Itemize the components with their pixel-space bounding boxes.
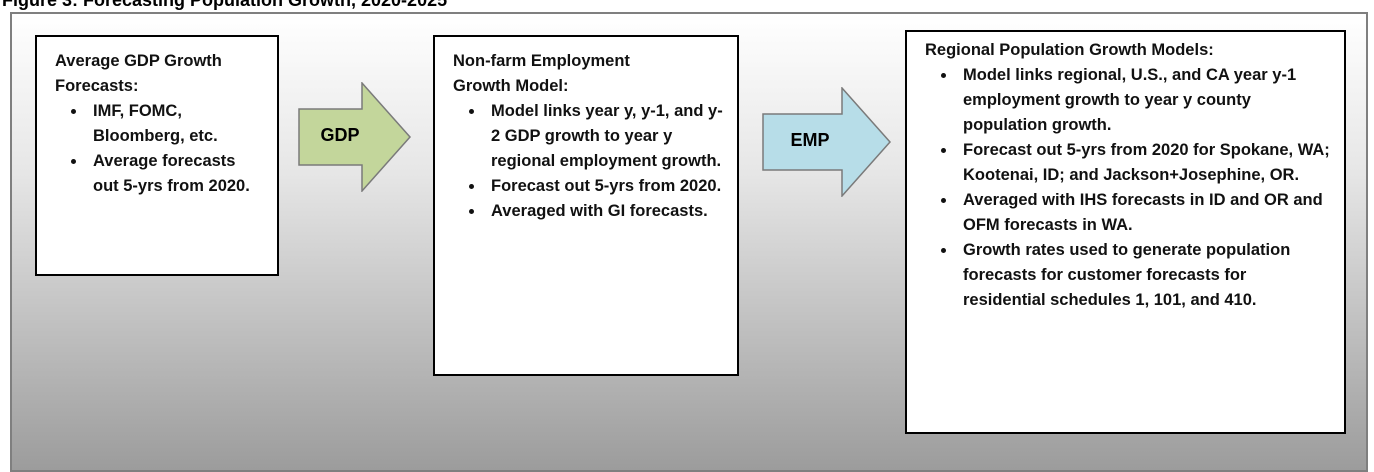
- arrow-label: GDP: [320, 125, 360, 145]
- bullet: Growth rates used to generate population…: [957, 238, 1330, 313]
- bullet: IMF, FOMC, Bloomberg, etc.: [87, 99, 263, 149]
- box-heading: Regional Population Growth Models:: [925, 41, 1214, 59]
- bullet: Forecast out 5-yrs from 2020 for Spokane…: [957, 138, 1330, 188]
- population-box: Regional Population Growth Models: Model…: [905, 30, 1346, 434]
- arrow-label: EMP: [790, 130, 830, 150]
- bullet: Forecast out 5-yrs from 2020.: [485, 174, 723, 199]
- bullet: Model links year y, y-1, and y-2 GDP gro…: [485, 99, 723, 174]
- emp-arrow: EMP: [762, 87, 892, 197]
- bullet: Averaged with IHS forecasts in ID and OR…: [957, 188, 1330, 238]
- figure-title: Figure 3: Forecasting Population Growth,…: [2, 0, 448, 10]
- arrow-shape: [762, 87, 892, 197]
- arrow-shape: [298, 82, 412, 192]
- gdp-arrow: GDP: [298, 82, 412, 192]
- bullet: Model links regional, U.S., and CA year …: [957, 63, 1330, 138]
- bullet: Average forecasts out 5-yrs from 2020.: [87, 149, 263, 199]
- box-heading: Average GDP Growth Forecasts:: [55, 52, 222, 95]
- bullet: Averaged with GI forecasts.: [485, 199, 723, 224]
- gdp-box: Average GDP Growth Forecasts: IMF, FOMC,…: [35, 35, 279, 276]
- bullet-list: Model links year y, y-1, and y-2 GDP gro…: [453, 99, 723, 224]
- box-heading: Non-farm Employment Growth Model:: [453, 52, 630, 95]
- bullet-list: Model links regional, U.S., and CA year …: [925, 63, 1330, 313]
- bullet-list: IMF, FOMC, Bloomberg, etc. Average forec…: [55, 99, 263, 199]
- employment-box: Non-farm Employment Growth Model: Model …: [433, 35, 739, 376]
